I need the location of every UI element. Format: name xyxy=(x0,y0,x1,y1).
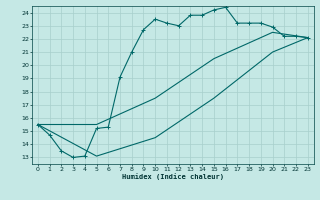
X-axis label: Humidex (Indice chaleur): Humidex (Indice chaleur) xyxy=(122,173,224,180)
